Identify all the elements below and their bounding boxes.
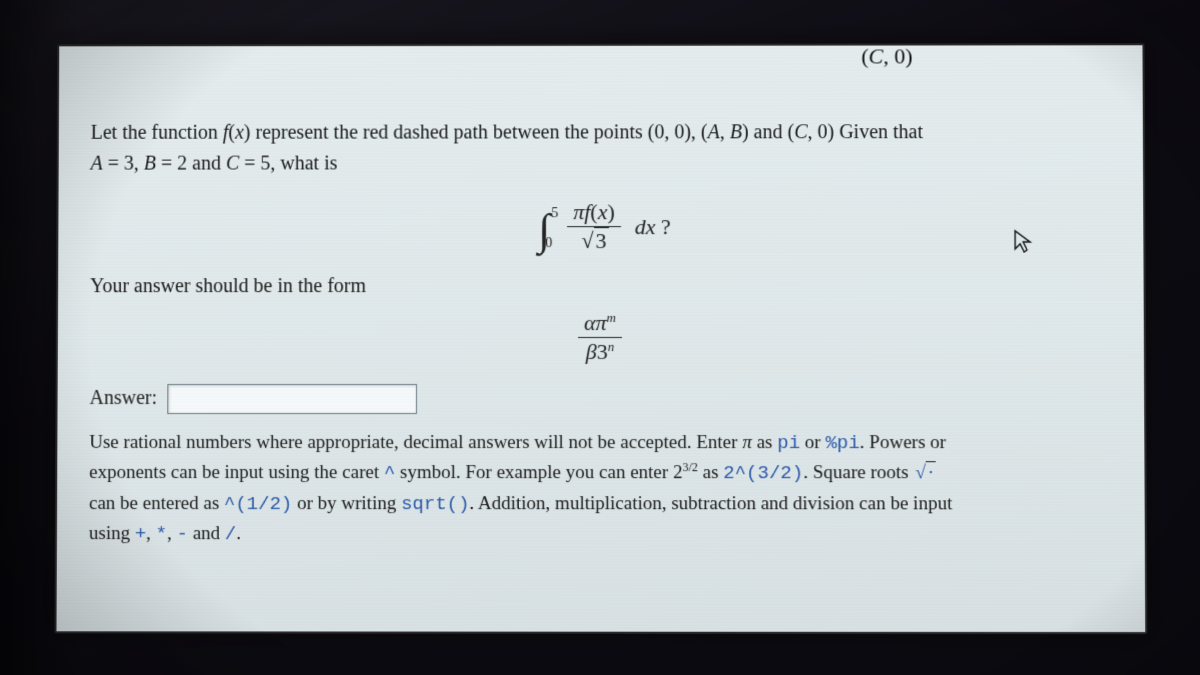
question-line1: Let the function f(x) represent the red … bbox=[91, 121, 923, 144]
question-line2: A = 3, B = 2 and C = 5, what is bbox=[90, 152, 337, 174]
question-text: Let the function f(x) represent the red … bbox=[90, 117, 1111, 179]
point-C0-label: (C, 0) bbox=[861, 43, 912, 69]
answer-input[interactable] bbox=[167, 383, 417, 413]
form-instruction: Your answer should be in the form bbox=[90, 270, 1112, 301]
input-instructions: Use rational numbers where appropriate, … bbox=[89, 427, 1113, 550]
answer-label: Answer: bbox=[89, 387, 157, 410]
cursor-icon bbox=[1013, 228, 1033, 260]
integral-expression: ∫ 5 0 πf(x) 3 dx ? bbox=[90, 198, 1111, 262]
question-panel: (C, 0) Let the function f(x) represent t… bbox=[54, 43, 1147, 634]
answer-form-expression: απm β3n bbox=[90, 309, 1112, 365]
